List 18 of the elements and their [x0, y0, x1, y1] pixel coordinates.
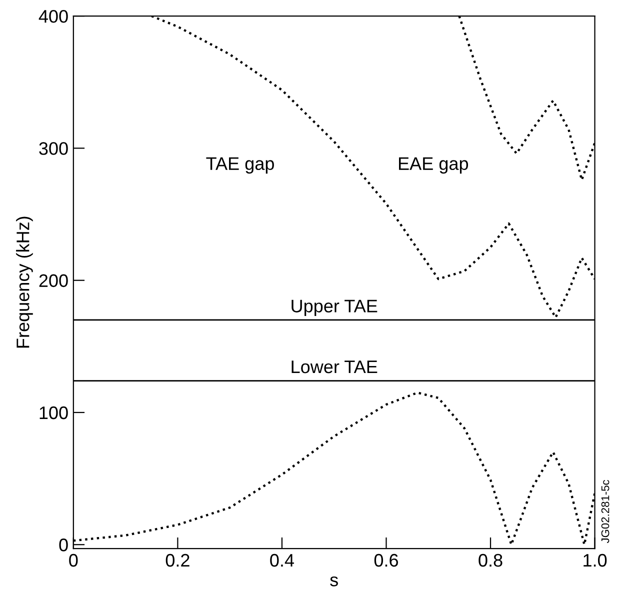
x-tick-label: 0.8	[478, 554, 502, 567]
x-tick-label: 0	[69, 554, 78, 567]
annotation: TAE gap	[206, 157, 274, 174]
y-tick-label: 400	[38, 10, 68, 23]
ref-line-label: Upper TAE	[292, 300, 378, 316]
x-tick-label: 0.4	[270, 554, 294, 567]
y-tick-label: 100	[40, 406, 68, 420]
y-tick-label: 0	[59, 538, 68, 552]
x-tick-label: 1.0	[584, 554, 607, 567]
ref-line-label: Lower TAE	[292, 360, 378, 374]
y-tick-label: 300	[39, 142, 68, 155]
annotation: EAE gap	[399, 157, 468, 174]
x-axis-title: s	[330, 576, 338, 586]
y-axis-title: Frequency (kHz)	[16, 216, 33, 348]
x-tick-label: 0.2	[166, 554, 190, 567]
text: JG02.281-5c	[601, 480, 610, 544]
y-tick-label: 200	[39, 274, 68, 288]
x-tick-label: 0.6	[374, 554, 398, 567]
